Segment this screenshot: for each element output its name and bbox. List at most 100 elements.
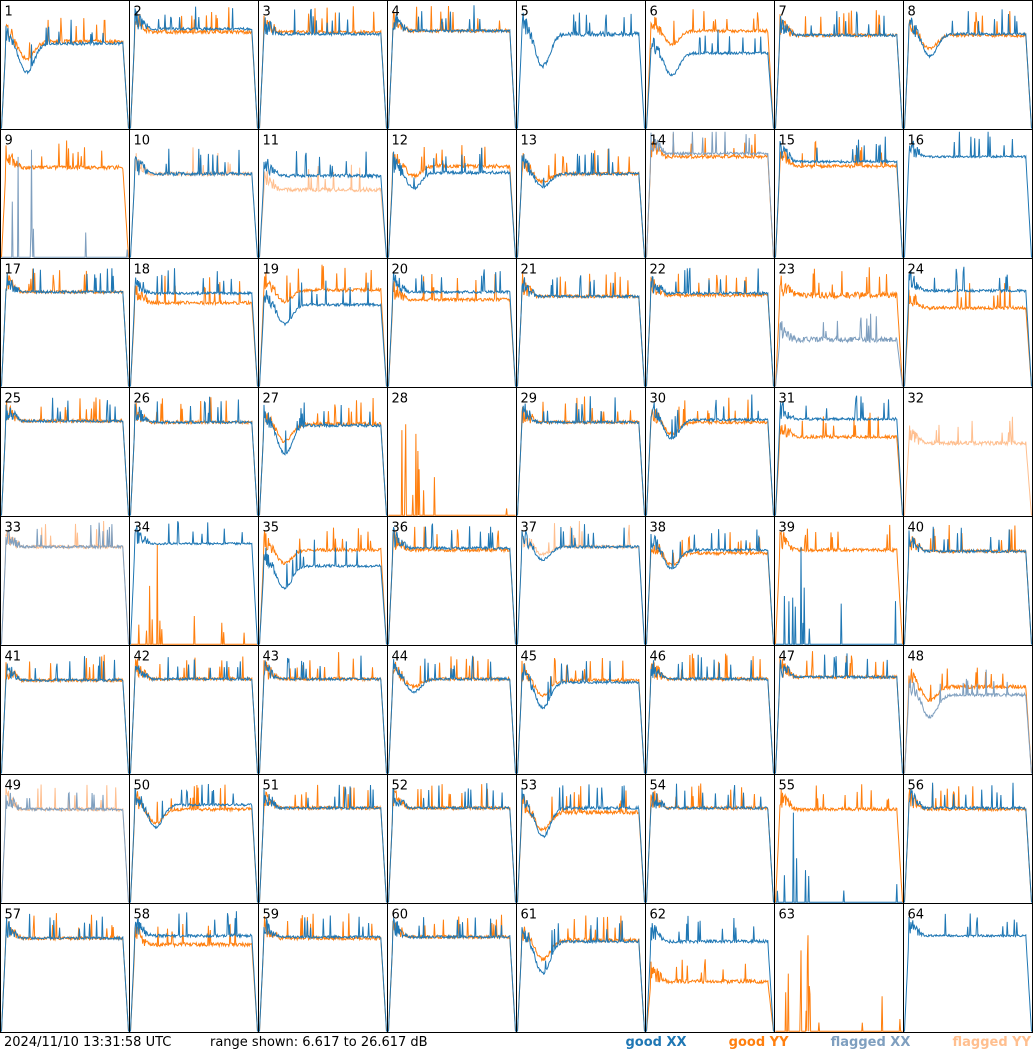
tile-label: 60 (392, 908, 409, 923)
tile-30-yy-line (646, 397, 774, 516)
tile-55-yy-line (775, 784, 903, 903)
tile-59-xx-line (259, 915, 387, 1032)
tile-label: 6 (650, 5, 658, 20)
tile-64-xx-line (904, 913, 1032, 1032)
tile-frame (774, 516, 904, 646)
tile-45: 45 (516, 645, 646, 775)
legend-flagged-xx: flagged XX (830, 1035, 911, 1050)
tile-label: 38 (650, 521, 667, 536)
tile-label: 59 (263, 908, 280, 923)
tile-37-yy-line (517, 520, 645, 645)
tile-label: 55 (779, 779, 796, 794)
tile-34-yy-line (130, 543, 258, 645)
tile-29: 29 (516, 387, 646, 517)
tile-frame (387, 258, 517, 388)
legend-flagged-yy: flagged YY (952, 1035, 1032, 1050)
tile-label: 58 (134, 908, 151, 923)
tile-35: 35 (258, 516, 388, 646)
tile-12-xx-line (388, 147, 516, 258)
tile-label: 17 (5, 263, 22, 278)
tile-41: 41 (0, 645, 130, 775)
tile-label: 9 (5, 134, 13, 149)
tile-40-xx-line (904, 526, 1032, 645)
tile-frame (258, 387, 388, 517)
tile-frame (129, 258, 259, 388)
tile-18-yy-line (130, 275, 258, 387)
tile-frame (258, 645, 388, 775)
tile-57: 57 (0, 903, 130, 1033)
tile-24-yy-line (904, 283, 1032, 387)
tile-51-yy-line (259, 784, 387, 903)
tile-frame (645, 774, 775, 904)
tile-label: 4 (392, 5, 400, 20)
tile-17: 17 (0, 258, 130, 388)
tile-26-yy-line (130, 397, 258, 516)
tile-label: 30 (650, 392, 667, 407)
tile-16-xx-line (904, 131, 1032, 258)
tile-label: 46 (650, 650, 667, 665)
tile-7: 7 (774, 0, 904, 130)
tile-label: 25 (5, 392, 22, 407)
tile-37-xx-line (517, 524, 645, 645)
tile-39-yy-line (775, 524, 903, 645)
tile-frame (903, 516, 1033, 646)
tile-21: 21 (516, 258, 646, 388)
tile-11-xx-line (259, 151, 387, 258)
tile-15-xx-line (775, 136, 903, 258)
tile-frame (129, 387, 259, 517)
tile-label: 11 (263, 134, 280, 149)
tile-frame (903, 258, 1033, 388)
tile-58: 58 (129, 903, 259, 1033)
tile-20: 20 (387, 258, 517, 388)
tile-44-yy-line (388, 656, 516, 774)
tile-label: 5 (521, 5, 529, 20)
tile-8: 8 (903, 0, 1033, 130)
tile-38-yy-line (646, 532, 774, 645)
tile-62-xx-line (646, 915, 774, 1032)
tile-label: 57 (5, 908, 22, 923)
tile-2-xx-line (130, 6, 258, 129)
legend: good XX good YY flagged XX flagged YY (587, 1035, 1031, 1050)
tile-17-xx-line (1, 268, 129, 387)
tile-3: 3 (258, 0, 388, 130)
tile-label: 53 (521, 779, 538, 794)
tile-11-yy-line (259, 164, 387, 258)
tile-32: 32 (903, 387, 1033, 517)
tile-51: 51 (258, 774, 388, 904)
tile-label: 62 (650, 908, 667, 923)
tile-47-xx-line (775, 653, 903, 774)
tile-31: 31 (774, 387, 904, 517)
tile-52: 52 (387, 774, 517, 904)
tile-55-xx-line (775, 812, 903, 903)
tile-frame (0, 774, 130, 904)
tile-frame (0, 0, 130, 130)
tile-frame (903, 645, 1033, 775)
tile-6-xx-line (646, 29, 774, 129)
tile-57-yy-line (1, 913, 129, 1032)
tile-49-yy-line (1, 784, 129, 903)
tile-label: 8 (908, 5, 916, 20)
tile-10-xx-line (130, 148, 258, 258)
tile-47: 47 (774, 645, 904, 775)
tile-9: 9 (0, 129, 130, 259)
tile-31-xx-line (775, 395, 903, 516)
tile-40-yy-line (904, 524, 1032, 645)
tile-frame (903, 387, 1033, 517)
tile-3-xx-line (259, 8, 387, 129)
tile-63: 63 (774, 903, 904, 1033)
tile-32-yy-line (904, 416, 1032, 516)
tile-label: 52 (392, 779, 409, 794)
tile-46: 46 (645, 645, 775, 775)
tile-label: 34 (134, 521, 151, 536)
tile-55: 55 (774, 774, 904, 904)
tile-label: 51 (263, 779, 280, 794)
tile-frame (0, 129, 130, 259)
tile-frame (387, 0, 517, 130)
tile-53: 53 (516, 774, 646, 904)
tile-38-xx-line (646, 529, 774, 645)
tile-frame (645, 258, 775, 388)
tile-frame (774, 645, 904, 775)
tile-19-xx-line (259, 280, 387, 387)
tile-27-yy-line (259, 397, 387, 516)
tile-53-yy-line (517, 786, 645, 903)
